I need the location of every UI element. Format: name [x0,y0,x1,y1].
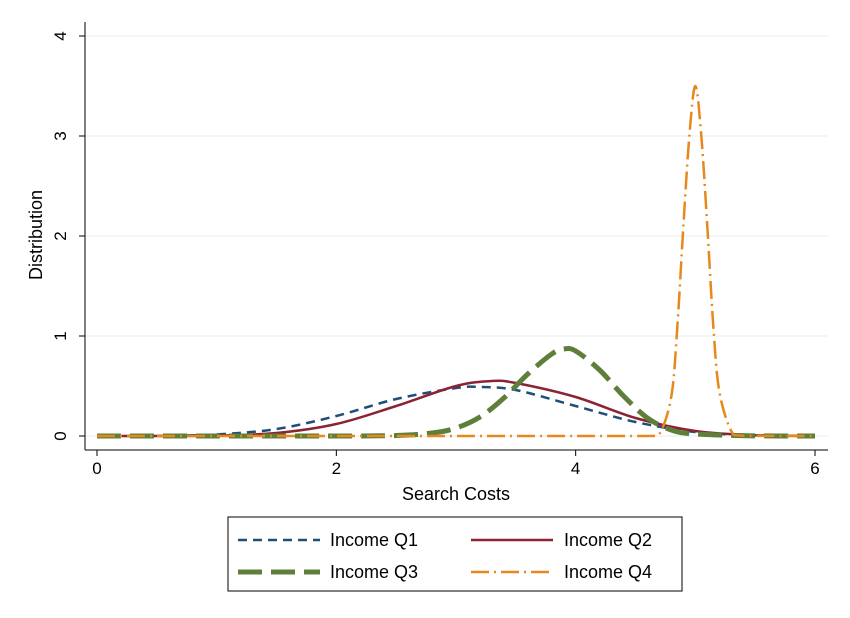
x-tick-label: 0 [92,459,101,478]
series-line-4 [97,84,816,438]
series-layer [96,84,816,439]
legend-label-3: Income Q3 [330,562,418,582]
x-tick-label: 2 [332,459,341,478]
y-axis-title: Distribution [26,190,46,280]
y-tick-label: 2 [51,231,70,240]
y-tick-label: 3 [51,131,70,140]
y-tick-label: 0 [51,431,70,440]
y-tick-label: 4 [51,31,70,40]
legend-box [227,516,683,592]
x-tick-label: 4 [571,459,580,478]
legend-label-2: Income Q2 [564,530,652,550]
legend-label-1: Income Q1 [330,530,418,550]
x-axis-title: Search Costs [402,484,510,504]
y-tick-label: 1 [51,331,70,340]
axes: 0 1 2 3 4 0 2 4 6 [51,22,828,478]
x-tick-label: 6 [810,459,819,478]
legend-label-4: Income Q4 [564,562,652,582]
legend: Income Q1 Income Q2 Income Q3 Income Q4 [227,516,683,592]
